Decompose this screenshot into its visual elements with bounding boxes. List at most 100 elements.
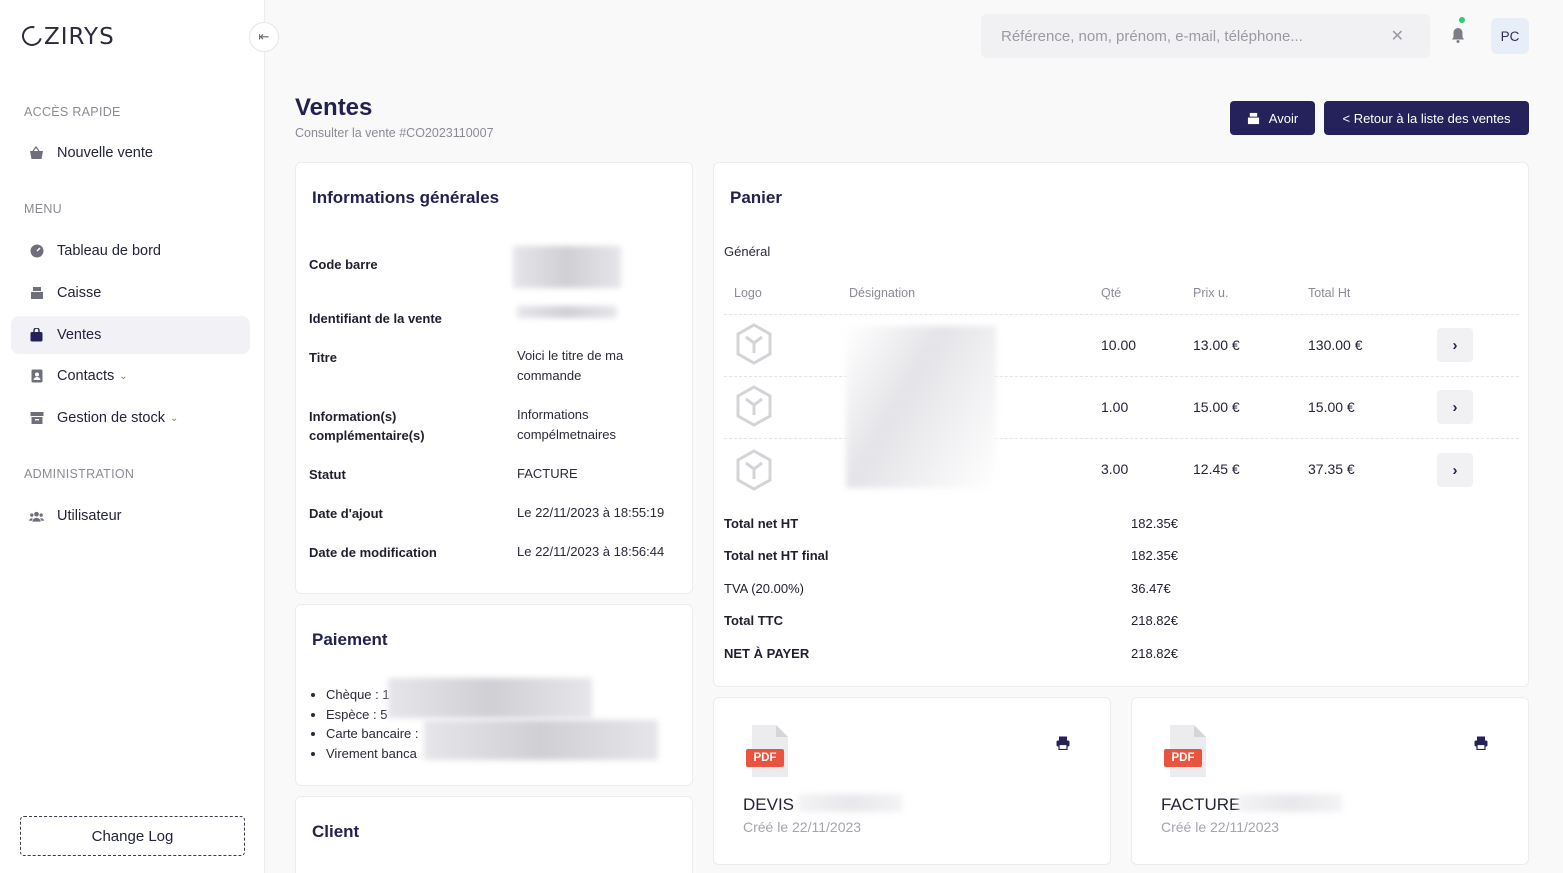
col-header-unit-price: Prix u. <box>1193 286 1229 300</box>
info-label: Identifiant de la vente <box>309 311 442 326</box>
sidebar-item-label: Caisse <box>57 285 102 301</box>
logo-text: ZIRYS <box>44 24 115 50</box>
row-qty: 10.00 <box>1101 337 1137 353</box>
total-net-ht-final-value: 182.35€ <box>1131 548 1178 563</box>
row-divider <box>724 376 1519 377</box>
sidebar-item-utilisateur[interactable]: Utilisateur <box>11 497 250 535</box>
quick-access-label: ACCÈS RAPIDE <box>24 105 121 119</box>
notification-dot <box>1459 17 1465 23</box>
sidebar-item-contacts[interactable]: Contacts ⌄ <box>11 357 250 395</box>
row-detail-button[interactable]: › <box>1437 453 1473 487</box>
row-qty: 1.00 <box>1101 399 1129 415</box>
status-value: FACTURE <box>517 466 578 481</box>
product-placeholder-icon <box>734 449 774 491</box>
sidebar-item-label: Tableau de bord <box>57 243 161 259</box>
sidebar-item-nouvelle-vente[interactable]: Nouvelle vente <box>11 134 250 172</box>
chevron-right-icon: › <box>1452 461 1458 479</box>
printer-icon[interactable] <box>1056 736 1072 752</box>
page-subtitle: Consulter la vente #CO2023110007 <box>295 126 494 140</box>
tva-value: 36.47€ <box>1131 581 1171 596</box>
box-icon <box>29 411 44 426</box>
chevron-right-icon: › <box>1452 398 1458 416</box>
sidebar-item-tableau-de-bord[interactable]: Tableau de bord <box>11 232 250 270</box>
info-value: Le 22/11/2023 à 18:55:19 <box>517 505 665 520</box>
product-placeholder-icon <box>734 323 774 365</box>
payment-item-cash: Espèce : 5 <box>326 705 419 725</box>
col-header-total: Total Ht <box>1308 286 1351 300</box>
avoir-label: Avoir <box>1268 110 1299 126</box>
sidebar-item-gestion-de-stock[interactable]: Gestion de stock ⌄ <box>11 399 250 437</box>
cash-register-icon <box>29 286 44 301</box>
search-bar: ✕ <box>981 14 1430 58</box>
client-card: Client <box>295 796 693 873</box>
document-card-facture[interactable]: PDF FACTURE Créé le 22/11/2023 <box>1131 697 1529 865</box>
row-unit-price: 13.00 € <box>1193 337 1240 353</box>
row-detail-button[interactable]: › <box>1437 390 1473 424</box>
chevron-down-icon: ⌄ <box>170 412 179 424</box>
barcode-image <box>513 246 621 288</box>
row-total: 130.00 € <box>1308 337 1363 353</box>
sidebar-item-label: Gestion de stock <box>57 410 165 426</box>
total-ttc-value: 218.82€ <box>1131 613 1178 628</box>
tva-label: TVA (20.00%) <box>724 581 804 596</box>
basket-icon <box>29 146 44 161</box>
info-label: Titre <box>309 350 337 365</box>
clear-search-icon[interactable]: ✕ <box>1390 28 1404 45</box>
total-ttc-label: Total TTC <box>724 613 783 628</box>
row-detail-button[interactable]: › <box>1437 328 1473 362</box>
contacts-icon <box>29 369 44 384</box>
info-label: Information(s) complémentaire(s) <box>309 409 425 443</box>
sidebar-item-label: Nouvelle vente <box>57 145 153 161</box>
bag-icon <box>29 328 44 343</box>
col-header-qty: Qté <box>1101 286 1122 300</box>
info-label: Date de modification <box>309 545 437 560</box>
general-info-card: Informations générales Code barre Identi… <box>295 162 693 594</box>
cash-register-icon <box>1247 112 1260 125</box>
document-card-devis[interactable]: PDF DEVIS Créé le 22/11/2023 <box>713 697 1111 865</box>
menu-label: MENU <box>24 202 63 216</box>
info-label: Code barre <box>309 257 378 272</box>
cart-title: Panier <box>730 188 782 207</box>
row-unit-price: 12.45 € <box>1193 461 1240 477</box>
search-input[interactable] <box>1001 27 1381 45</box>
collapse-sidebar-button[interactable]: ⇤ <box>249 22 279 52</box>
bell-icon[interactable] <box>1451 27 1469 45</box>
net-a-payer-label: NET À PAYER <box>724 646 810 661</box>
users-icon <box>29 509 44 524</box>
payment-item-transfer: Virement banca <box>326 744 419 764</box>
row-total: 37.35 € <box>1308 461 1355 477</box>
cart-card: Panier Général Logo Désignation Qté Prix… <box>713 162 1529 687</box>
avoir-button[interactable]: Avoir <box>1230 101 1315 135</box>
avatar[interactable]: PC <box>1491 18 1529 54</box>
sidebar: ZIRYS ACCÈS RAPIDE Nouvelle vente MENU T… <box>0 0 265 873</box>
changelog-button[interactable]: Change Log <box>20 816 245 856</box>
cart-subtitle: Général <box>724 244 771 259</box>
app-logo[interactable]: ZIRYS <box>18 22 115 50</box>
pdf-file-icon: PDF <box>744 725 792 777</box>
total-net-ht-label: Total net HT <box>724 516 799 531</box>
back-to-sales-button[interactable]: < Retour à la liste des ventes <box>1324 101 1529 135</box>
total-net-ht-value: 182.35€ <box>1131 516 1178 531</box>
payment-amounts-redacted <box>424 720 658 760</box>
administration-label: ADMINISTRATION <box>24 467 135 481</box>
sidebar-item-label: Ventes <box>57 327 102 343</box>
sidebar-item-caisse[interactable]: Caisse <box>11 274 250 312</box>
payment-item-card: Carte bancaire : <box>326 724 419 744</box>
client-title: Client <box>312 822 360 841</box>
document-name: FACTURE <box>1161 795 1241 814</box>
product-placeholder-icon <box>734 385 774 427</box>
row-qty: 3.00 <box>1101 461 1129 477</box>
document-name: DEVIS <box>743 795 795 814</box>
payment-list: Chèque : 1 Espèce : 5 Carte bancaire : V… <box>326 685 419 763</box>
printer-icon[interactable] <box>1474 736 1490 752</box>
row-total: 15.00 € <box>1308 399 1355 415</box>
sidebar-item-ventes[interactable]: Ventes <box>11 316 250 354</box>
info-label: Date d'ajout <box>309 506 383 521</box>
designation-redacted <box>846 326 996 488</box>
document-ref-redacted <box>1238 794 1342 812</box>
payment-amounts-redacted <box>388 678 592 718</box>
row-divider <box>724 438 1519 439</box>
row-divider <box>724 314 1519 315</box>
sidebar-item-label: Utilisateur <box>57 508 122 524</box>
info-value: Informations compélmetnaires <box>517 407 616 442</box>
